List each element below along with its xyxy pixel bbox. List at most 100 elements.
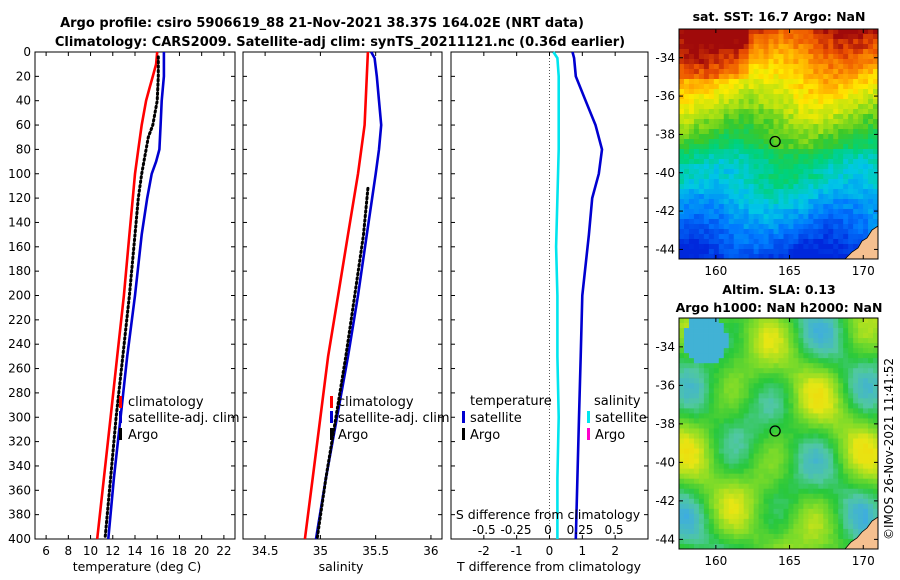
heatmap-cell bbox=[718, 129, 725, 135]
heatmap-cell bbox=[768, 99, 774, 105]
heatmap-cell bbox=[853, 164, 859, 170]
heatmap-cell bbox=[828, 184, 834, 190]
heatmap-cell bbox=[833, 503, 839, 510]
heatmap-cell bbox=[818, 463, 824, 470]
heatmap-cell bbox=[778, 209, 784, 215]
heatmap-cell bbox=[828, 229, 834, 235]
heatmap-cell bbox=[723, 413, 730, 419]
heatmap-cell bbox=[728, 64, 735, 70]
heatmap-cell bbox=[858, 348, 864, 354]
heatmap-cell bbox=[783, 473, 789, 480]
heatmap-cell bbox=[743, 333, 750, 339]
heatmap-cell bbox=[748, 378, 755, 384]
heatmap-cell bbox=[723, 129, 730, 135]
heatmap-cell bbox=[703, 49, 710, 55]
heatmap-cell bbox=[688, 383, 695, 389]
heatmap-cell bbox=[773, 428, 779, 434]
heatmap-cell bbox=[763, 209, 769, 215]
heatmap-cell bbox=[748, 348, 755, 354]
heatmap-cell bbox=[788, 398, 794, 404]
heatmap-cell bbox=[853, 513, 859, 520]
heatmap-cell bbox=[748, 94, 755, 100]
heatmap-cell bbox=[858, 388, 864, 394]
heatmap-cell bbox=[848, 438, 854, 444]
heatmap-cell bbox=[698, 318, 705, 324]
heatmap-cell bbox=[798, 179, 804, 185]
heatmap-cell bbox=[703, 513, 710, 520]
heatmap-cell bbox=[788, 418, 794, 424]
heatmap-cell bbox=[778, 538, 784, 545]
heatmap-cell bbox=[843, 44, 849, 50]
heatmap-cell bbox=[753, 503, 760, 510]
heatmap-cell bbox=[708, 104, 715, 110]
heatmap-cell bbox=[728, 49, 735, 55]
heatmap-cell bbox=[713, 478, 720, 485]
heatmap-cell bbox=[748, 34, 755, 40]
heatmap-cell bbox=[793, 338, 799, 344]
heatmap-cell bbox=[743, 513, 750, 520]
heatmap-cell bbox=[843, 338, 849, 344]
heatmap-cell bbox=[813, 348, 819, 354]
heatmap-cell bbox=[818, 34, 824, 40]
heatmap-cell bbox=[863, 388, 869, 394]
heatmap-cell bbox=[808, 79, 814, 85]
heatmap-cell bbox=[738, 458, 745, 465]
difference-legend: temperature satellite Argo salinity sate… bbox=[462, 394, 647, 443]
heatmap-cell bbox=[718, 493, 725, 500]
heatmap-cell bbox=[713, 363, 720, 369]
heatmap-cell bbox=[703, 204, 710, 210]
heatmap-cell bbox=[688, 144, 695, 150]
heatmap-cell bbox=[843, 244, 849, 250]
heatmap-cell bbox=[738, 383, 745, 389]
heatmap-cell bbox=[853, 453, 859, 460]
heatmap-cell bbox=[708, 528, 715, 535]
heatmap-cell bbox=[753, 358, 760, 364]
heatmap-cell bbox=[813, 139, 819, 145]
heatmap-cell bbox=[768, 194, 774, 200]
heatmap-cell bbox=[838, 64, 844, 70]
heatmap-cell bbox=[868, 144, 874, 150]
heatmap-cell bbox=[703, 144, 710, 150]
heatmap-cell bbox=[728, 99, 735, 105]
heatmap-cell bbox=[833, 453, 839, 460]
heatmap-cell bbox=[833, 199, 839, 205]
heatmap-cell bbox=[683, 518, 690, 525]
heatmap-cell bbox=[683, 219, 690, 225]
heatmap-cell bbox=[738, 408, 745, 414]
map-lat-label: -40 bbox=[655, 166, 675, 180]
series-line-satellite-adj-clim bbox=[107, 52, 166, 540]
heatmap-cell bbox=[753, 239, 760, 245]
heatmap-cell bbox=[738, 239, 745, 245]
heatmap-cell bbox=[833, 358, 839, 364]
heatmap-cell bbox=[733, 388, 740, 394]
heatmap-cell bbox=[753, 119, 760, 125]
heatmap-cell bbox=[733, 478, 740, 485]
heatmap-cell bbox=[833, 468, 839, 475]
heatmap-cell bbox=[818, 229, 824, 235]
heatmap-cell bbox=[713, 473, 720, 480]
heatmap-cell bbox=[778, 34, 784, 40]
heatmap-cell bbox=[723, 473, 730, 480]
heatmap-cell bbox=[733, 139, 740, 145]
heatmap-cell bbox=[713, 69, 720, 75]
heatmap-cell bbox=[843, 144, 849, 150]
heatmap-cell bbox=[758, 393, 764, 399]
heatmap-cell bbox=[808, 139, 814, 145]
heatmap-cell bbox=[858, 428, 864, 434]
heatmap-cell bbox=[803, 249, 809, 255]
heatmap-cell bbox=[813, 323, 819, 329]
heatmap-cell bbox=[728, 199, 735, 205]
heatmap-cell bbox=[863, 498, 869, 505]
heatmap-cell bbox=[778, 119, 784, 125]
heatmap-cell bbox=[693, 398, 700, 404]
heatmap-cell bbox=[818, 318, 824, 324]
heatmap-cell bbox=[763, 403, 769, 409]
heatmap-cell bbox=[868, 318, 874, 324]
heatmap-cell bbox=[718, 244, 725, 250]
heatmap-cell bbox=[803, 543, 809, 550]
heatmap-cell bbox=[828, 368, 834, 374]
heatmap-cell bbox=[823, 443, 829, 449]
heatmap-cell bbox=[773, 59, 779, 65]
heatmap-cell bbox=[788, 413, 794, 419]
heatmap-cell bbox=[723, 518, 730, 525]
